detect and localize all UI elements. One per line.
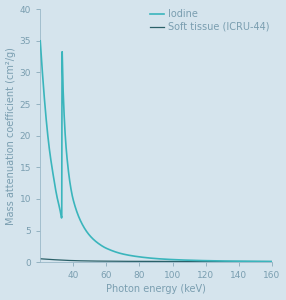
X-axis label: Photon energy (keV): Photon energy (keV) — [106, 284, 206, 294]
Legend: Iodine, Soft tissue (ICRU-44): Iodine, Soft tissue (ICRU-44) — [146, 5, 273, 36]
Y-axis label: Mass attenuation coefficient (cm²/g): Mass attenuation coefficient (cm²/g) — [5, 47, 15, 225]
